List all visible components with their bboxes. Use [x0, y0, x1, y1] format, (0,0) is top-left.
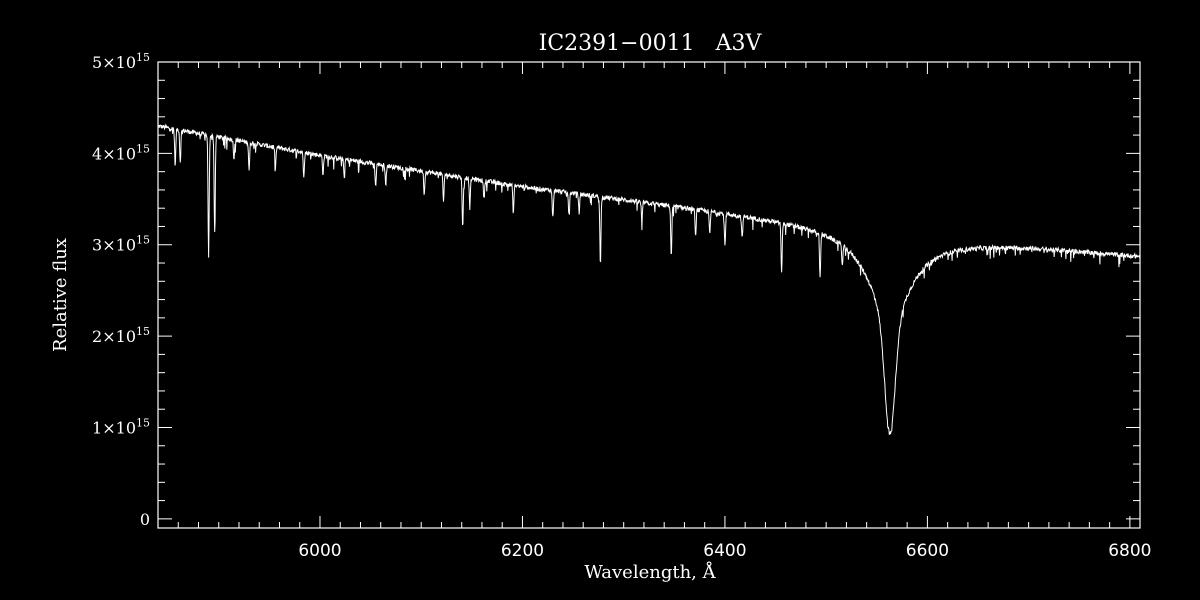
series-line-spectrum	[157, 123, 1141, 435]
x-tick-label: 6200	[501, 541, 544, 561]
x-tick-label: 6800	[1108, 541, 1151, 561]
y-tick-label: 0	[140, 510, 150, 529]
chart-title: IC2391−0011 A3V	[539, 31, 763, 56]
x-tick-label: 6600	[906, 541, 949, 561]
axis-ticks	[157, 61, 1140, 528]
axis-tick-labels: 6000 6200 6400 6600 6800 0 1×1015 2×1015 3×1015 4…	[92, 51, 1151, 561]
x-axis-label: Wavelength, Å	[584, 561, 716, 583]
y-tick-label: 3×1015	[92, 234, 150, 255]
y-tick-label: 4×1015	[92, 142, 150, 163]
y-tick-label: 1×1015	[92, 416, 150, 437]
y-tick-label: 2×1015	[92, 325, 150, 346]
y-axis-label: Relative flux	[50, 238, 71, 352]
x-tick-label: 6400	[703, 541, 746, 561]
plot-frame	[157, 61, 1141, 529]
y-tick-label: 5×1015	[92, 51, 150, 72]
x-tick-label: 6000	[298, 541, 341, 561]
